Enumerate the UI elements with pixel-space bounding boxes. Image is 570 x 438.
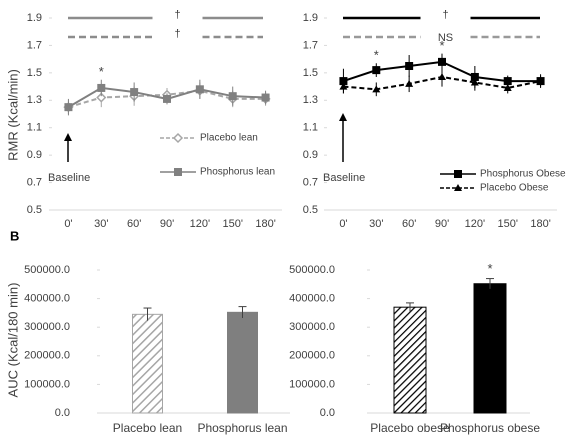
x-tick-label: 90' <box>160 218 174 230</box>
y-tick-label: 1.5 <box>27 67 42 79</box>
x-tick-label: 90' <box>435 218 449 230</box>
marker <box>454 170 462 178</box>
y-tick-label: 0.9 <box>303 149 318 161</box>
y-tick-label: 200000.0 <box>289 350 335 362</box>
marker <box>503 77 512 86</box>
y-axis-label: RMR (Kcal/min) <box>5 69 20 161</box>
bar <box>473 283 507 414</box>
marker <box>438 57 446 66</box>
marker <box>372 85 381 93</box>
y-tick-label: 0.5 <box>27 204 42 216</box>
x-tick-label: Placebo obese <box>370 421 450 435</box>
x-tick-label: Phosphorus obese <box>440 421 540 435</box>
legend-label: Phosphorus lean <box>200 167 275 178</box>
x-tick-label: 180' <box>530 218 550 230</box>
legend-label: Placebo Obese <box>480 183 549 194</box>
x-tick-label: 150' <box>222 218 242 230</box>
marker <box>536 77 545 86</box>
significance-label: † <box>174 9 180 21</box>
marker <box>503 83 512 91</box>
y-tick-label: 500000.0 <box>289 264 335 276</box>
legend-label: Placebo lean <box>200 133 258 144</box>
x-tick-label: 120' <box>465 218 485 230</box>
y-tick-label: 100000.0 <box>289 378 335 390</box>
y-tick-label: 0.9 <box>27 149 42 161</box>
significance-label: NS <box>438 32 453 44</box>
y-tick-label: 400000.0 <box>24 293 70 305</box>
x-tick-label: 180' <box>255 218 275 230</box>
bar <box>393 306 427 414</box>
significance-star: * <box>374 48 379 63</box>
y-tick-label: 300000.0 <box>289 321 335 333</box>
x-tick-label: 0' <box>64 218 72 230</box>
panel-label: B <box>10 228 19 243</box>
y-axis-label: AUC (Kcal/180 min) <box>5 283 20 398</box>
x-tick-label: 150' <box>497 218 517 230</box>
y-tick-label: 200000.0 <box>24 350 70 362</box>
marker <box>130 88 139 97</box>
significance-star: * <box>487 261 492 276</box>
marker <box>174 168 182 176</box>
baseline-label: Baseline <box>323 172 365 184</box>
marker <box>438 72 446 80</box>
y-tick-label: 1.9 <box>303 12 318 24</box>
significance-star: * <box>99 64 104 79</box>
x-tick-label: 30' <box>94 218 108 230</box>
x-tick-label: 60' <box>402 218 416 230</box>
marker <box>163 94 171 103</box>
x-tick-label: 30' <box>369 218 383 230</box>
y-tick-label: 1.9 <box>27 12 42 24</box>
marker <box>405 79 414 87</box>
y-tick-label: 1.5 <box>303 67 318 79</box>
marker <box>172 132 184 144</box>
marker <box>228 92 237 101</box>
significance-label: † <box>174 28 180 40</box>
y-tick-label: 1.7 <box>27 39 42 51</box>
marker <box>261 93 270 102</box>
y-tick-label: 0.5 <box>303 204 318 216</box>
significance-label: † <box>442 9 448 21</box>
y-tick-label: 1.1 <box>303 122 318 134</box>
bar <box>227 311 258 414</box>
y-tick-label: 400000.0 <box>289 293 335 305</box>
marker <box>454 184 462 191</box>
significance-star: * <box>439 38 444 53</box>
y-tick-label: 1.7 <box>303 39 318 51</box>
y-tick-label: 0.7 <box>303 176 318 188</box>
y-tick-label: 1.3 <box>303 94 318 106</box>
marker <box>405 62 414 70</box>
arrow-head <box>64 133 72 141</box>
y-tick-label: 500000.0 <box>24 264 70 276</box>
x-tick-label: 120' <box>190 218 210 230</box>
x-tick-label: Placebo lean <box>113 421 182 435</box>
marker <box>97 83 106 92</box>
x-tick-label: 0' <box>339 218 347 230</box>
baseline-label: Baseline <box>48 172 90 184</box>
arrow-head <box>339 113 347 121</box>
legend-label: Phosphorus Obese <box>480 169 566 180</box>
x-tick-label: Phosphorus lean <box>197 421 287 435</box>
marker <box>195 85 204 94</box>
y-tick-label: 0.0 <box>55 407 70 419</box>
y-tick-label: 100000.0 <box>24 378 70 390</box>
marker <box>470 72 479 81</box>
bar <box>132 313 163 414</box>
y-tick-label: 0.0 <box>320 407 335 419</box>
y-tick-label: 300000.0 <box>24 321 70 333</box>
y-tick-label: 0.7 <box>27 176 42 188</box>
x-tick-label: 60' <box>127 218 141 230</box>
y-tick-label: 1.1 <box>27 122 42 134</box>
marker <box>372 66 381 75</box>
marker <box>96 92 107 103</box>
marker <box>339 77 348 86</box>
marker <box>64 103 73 112</box>
y-tick-label: 1.3 <box>27 94 42 106</box>
